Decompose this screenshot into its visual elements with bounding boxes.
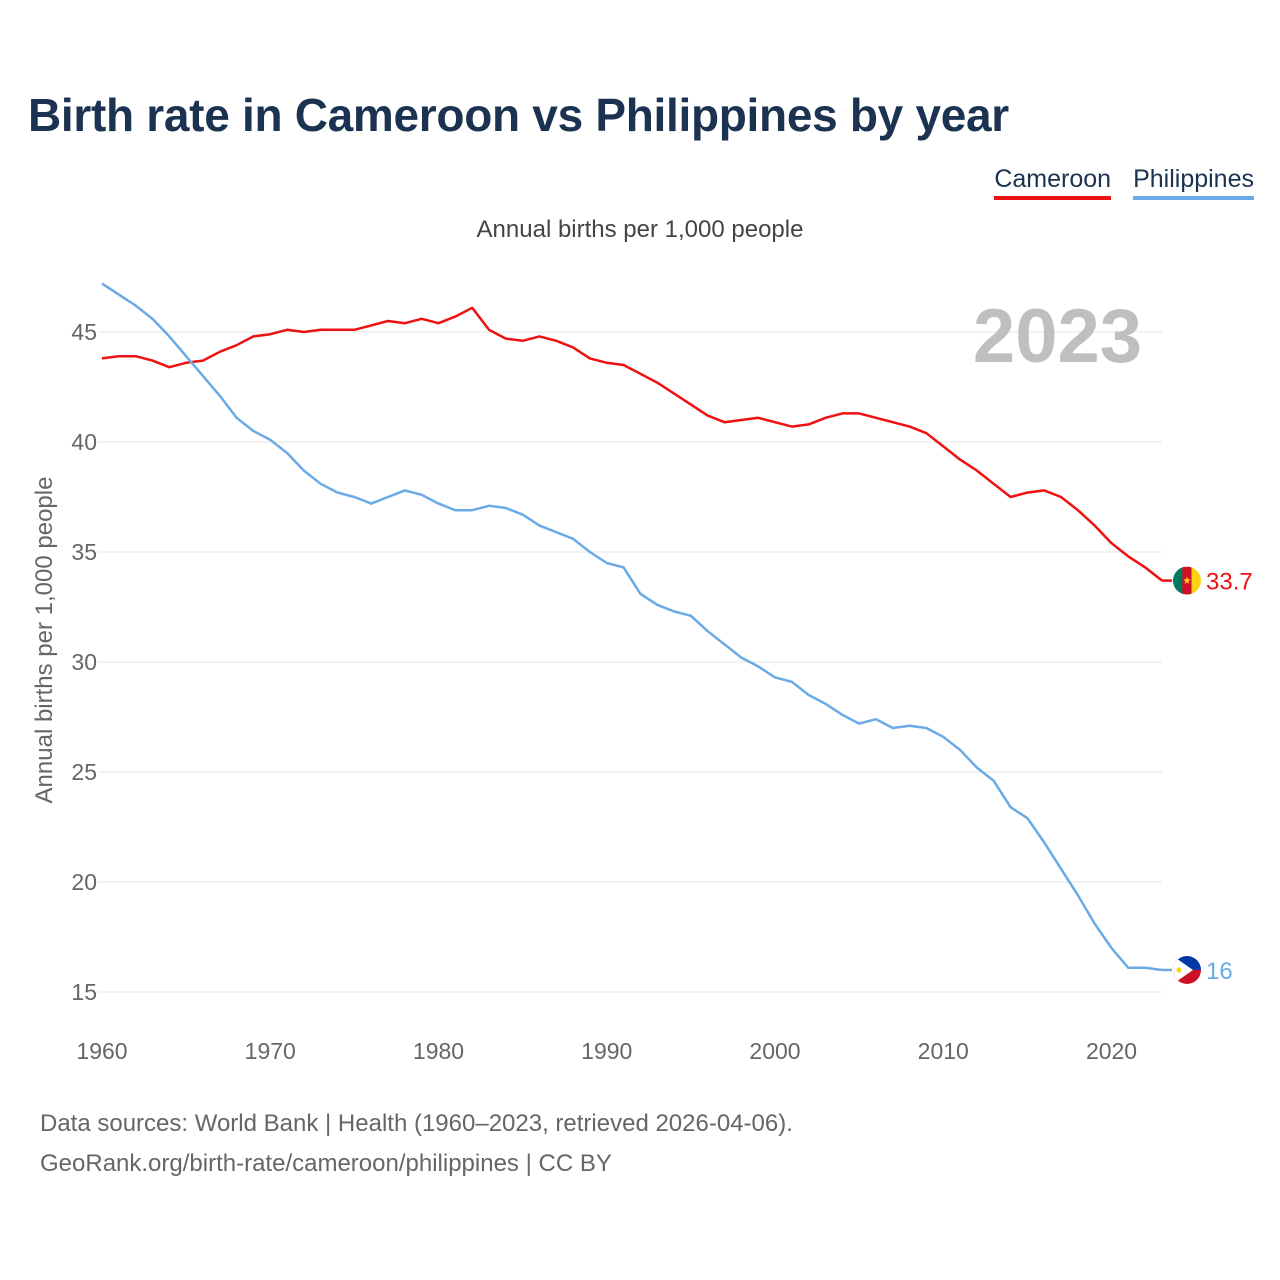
legend: Cameroon Philippines <box>994 164 1254 200</box>
x-tick-label: 1970 <box>245 1038 296 1064</box>
y-tick-label: 40 <box>71 429 97 455</box>
cameroon-flag-icon <box>1173 566 1201 595</box>
legend-item-cameroon[interactable]: Cameroon <box>994 164 1112 200</box>
y-axis-ticks: 15 20 25 30 35 40 45 <box>71 319 97 1005</box>
x-tick-label: 2020 <box>1086 1038 1137 1064</box>
y-tick-label: 30 <box>71 649 97 675</box>
x-tick-label: 2000 <box>749 1038 800 1064</box>
series-group: 33.7 16 <box>101 282 1253 985</box>
y-tick-label: 35 <box>71 539 97 565</box>
footer-link[interactable]: GeoRank.org/birth-rate/cameroon/philippi… <box>40 1150 612 1177</box>
philippines-flag-icon <box>1173 956 1201 984</box>
y-tick-label: 25 <box>71 759 97 785</box>
chart-title: Birth rate in Cameroon vs Philippines by… <box>28 89 1009 141</box>
y-tick-label: 45 <box>71 319 97 345</box>
end-value-label-cameroon: 33.7 <box>1206 569 1253 596</box>
legend-item-philippines[interactable]: Philippines <box>1133 164 1254 200</box>
series-line-philippines[interactable] <box>101 282 1163 972</box>
x-tick-label: 2010 <box>918 1038 969 1064</box>
x-tick-label: 1990 <box>581 1038 632 1064</box>
footer-source: Data sources: World Bank | Health (1960–… <box>40 1110 793 1137</box>
chart-subtitle: Annual births per 1,000 people <box>476 216 804 243</box>
series-line-cameroon[interactable] <box>101 306 1163 582</box>
x-tick-label: 1980 <box>413 1038 464 1064</box>
grid-lines <box>98 331 1162 993</box>
y-tick-label: 20 <box>71 869 97 895</box>
end-markers <box>1173 566 1201 984</box>
x-tick-label: 1960 <box>76 1038 127 1064</box>
y-tick-label: 15 <box>71 979 97 1005</box>
x-axis-ticks: 1960 1970 1980 1990 2000 2010 2020 <box>76 1038 1137 1064</box>
end-value-label-philippines: 16 <box>1206 958 1233 985</box>
footer: Data sources: World Bank | Health (1960–… <box>40 1104 793 1184</box>
y-axis-label: Annual births per 1,000 people <box>31 477 58 804</box>
year-watermark: 2023 <box>972 294 1142 379</box>
